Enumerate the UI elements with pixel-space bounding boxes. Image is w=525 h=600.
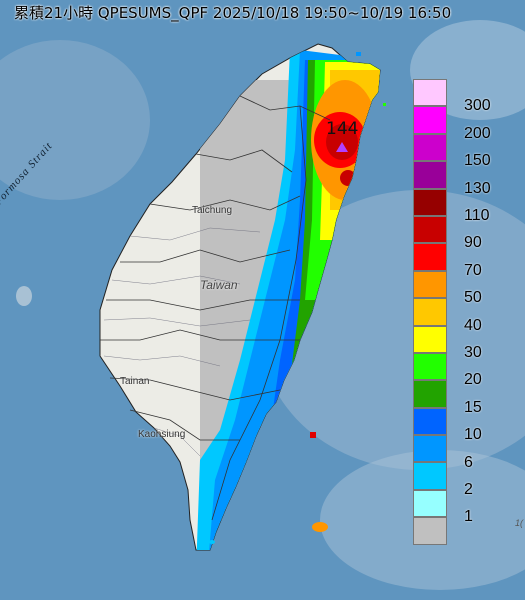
green-island [310,432,316,438]
river-lines [103,227,261,457]
legend-label: 90 [464,234,482,252]
legend-swatch [413,161,447,189]
legend-label: 110 [464,207,490,224]
legend-swatch [413,298,447,326]
legend-swatch [413,215,447,244]
map-title: 累積21小時 QPESUMS_QPF 2025/10/18 19:50~10/1… [14,4,452,22]
legend-label: 50 [464,289,482,307]
legend-label: 300 [464,97,491,115]
legend-swatch [413,462,447,490]
legend-swatch [413,435,447,463]
legend-swatch [413,188,447,216]
penghu-islands [16,286,32,306]
edge-text: 1( [514,518,523,528]
liuqiu-island [209,540,215,544]
city-label-taichung: Taichung [192,205,233,216]
city-label-kaohsiung: Kaohsiung [138,429,186,440]
cloud-patch [0,40,150,200]
legend-label: 10 [464,426,482,444]
legend-label: 200 [464,124,491,142]
legend-swatch [413,243,447,271]
legend-swatch [413,489,447,518]
max-rainfall-value: 144 [326,119,359,139]
legend-swatch [413,133,447,162]
city-label-tainan: Tainan [120,376,150,387]
legend-label: 40 [464,316,482,334]
legend-swatch [413,380,447,408]
legend-label: 1 [464,508,473,526]
legend-label: 15 [464,398,482,416]
island-label: Taiwan [200,278,238,292]
legend-swatch [413,106,447,134]
legend-label: 150 [464,152,491,170]
triangle-marker-icon [336,142,348,152]
color-legend [413,79,447,545]
island-blue-dot [356,52,361,56]
island-green-dot [383,103,386,106]
legend-swatch [413,407,447,436]
county-boundaries [100,95,331,521]
legend-label: 70 [464,261,482,279]
legend-label: 6 [464,453,473,471]
legend-label: 20 [464,371,482,389]
legend-swatch [413,517,447,545]
legend-label: 30 [464,344,482,361]
orchid-island [312,522,328,532]
legend-label: 2 [464,481,473,498]
legend-label: 130 [464,179,491,197]
legend-swatch [413,325,447,353]
legend-swatch [413,352,447,381]
legend-swatch [413,79,447,107]
legend-swatch [413,270,447,299]
